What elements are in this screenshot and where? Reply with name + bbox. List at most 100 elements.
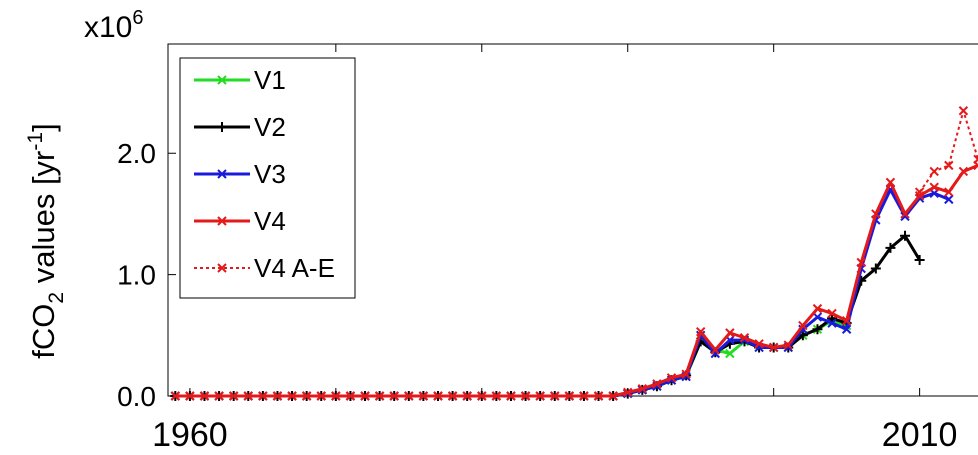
data-point — [871, 209, 881, 219]
data-point — [856, 257, 866, 268]
data-point — [287, 391, 297, 401]
data-point — [695, 326, 706, 337]
data-point — [214, 391, 224, 401]
data-point — [885, 242, 896, 253]
data-point — [272, 391, 283, 401]
data-point — [870, 263, 881, 274]
legend-item: V2 — [194, 112, 286, 142]
data-point — [243, 391, 253, 401]
data-point — [812, 312, 823, 322]
data-point — [477, 391, 487, 401]
data-point — [404, 391, 414, 401]
series-v4-a-e — [914, 106, 978, 197]
data-point — [170, 391, 181, 401]
data-point — [958, 166, 969, 177]
legend-label: V4 — [254, 206, 286, 236]
data-point — [944, 194, 954, 205]
y-multiplier: x106 — [84, 7, 144, 44]
legend-marker — [217, 263, 227, 273]
legend-marker — [217, 75, 227, 85]
data-point — [739, 333, 750, 343]
data-point — [637, 384, 648, 394]
data-point — [345, 391, 356, 401]
data-point — [914, 187, 925, 197]
data-point — [900, 209, 910, 219]
data-point — [973, 154, 978, 165]
data-point — [506, 391, 516, 401]
x-tick-label: 1960 — [152, 416, 228, 454]
series-v1 — [170, 316, 852, 401]
data-point — [389, 391, 399, 401]
data-point — [374, 391, 385, 401]
data-point — [914, 255, 925, 266]
data-point — [681, 369, 691, 379]
legend-box — [179, 57, 356, 299]
legend-item: V3 — [194, 159, 286, 189]
y-axis-label: fCO2 values [yr-1] — [24, 123, 68, 358]
data-point — [812, 303, 823, 314]
y-tick-label: 1.0 — [117, 260, 156, 291]
legend-label: V3 — [254, 159, 286, 189]
data-point — [433, 391, 443, 401]
data-point — [564, 391, 575, 401]
data-point — [958, 106, 969, 116]
data-point — [418, 391, 429, 401]
series-line — [918, 109, 978, 193]
legend-item: V4 — [194, 206, 286, 236]
data-point — [914, 191, 925, 201]
data-point — [768, 342, 779, 353]
legend-label: V1 — [254, 65, 286, 95]
legend-label: V2 — [254, 112, 286, 142]
data-point — [841, 316, 852, 326]
data-point — [331, 391, 341, 401]
data-point — [258, 391, 268, 401]
legend-marker — [217, 169, 227, 179]
data-point — [725, 328, 735, 338]
data-point — [783, 340, 793, 350]
data-point — [579, 391, 589, 401]
data-point — [550, 391, 560, 401]
data-point — [520, 391, 531, 401]
x-tick-labels: 1960 2010 — [152, 416, 957, 454]
legend: V1 V2 V3 V4 V4 A-E — [179, 57, 356, 299]
data-point — [710, 348, 721, 359]
legend-items: V1 V2 V3 V4 V4 A-E — [194, 65, 335, 283]
data-point — [900, 230, 911, 241]
data-point — [885, 177, 896, 188]
data-point — [623, 387, 633, 398]
y-tick-label: 2.0 — [117, 138, 156, 169]
data-point — [754, 339, 764, 349]
data-point — [447, 391, 458, 401]
data-point — [725, 348, 735, 359]
legend-marker — [217, 216, 227, 226]
data-point — [944, 160, 954, 171]
data-point — [462, 391, 472, 401]
data-point — [798, 324, 808, 334]
legend-marker — [217, 122, 227, 132]
data-point — [608, 391, 618, 401]
data-point — [316, 391, 326, 401]
data-point — [491, 391, 502, 401]
data-point — [593, 391, 604, 401]
series-line — [175, 319, 848, 398]
data-point — [827, 308, 837, 319]
plot-area — [167, 43, 978, 401]
data-point — [228, 391, 239, 401]
legend-item: V1 — [194, 65, 286, 95]
legend-label: V4 A-E — [254, 253, 335, 283]
data-point — [929, 166, 939, 177]
series-v4 — [170, 160, 978, 401]
data-point — [900, 211, 910, 222]
x-tick-label: 2010 — [882, 416, 958, 454]
y-tick-label: 0.0 — [117, 381, 156, 412]
data-point — [812, 324, 823, 335]
series-layer — [170, 106, 978, 401]
data-point — [199, 391, 210, 401]
data-point — [710, 345, 721, 355]
data-point — [301, 391, 312, 401]
legend-item: V4 A-E — [194, 253, 335, 283]
y-tick-labels: 0.0 1.0 2.0 — [117, 138, 156, 412]
data-point — [185, 391, 195, 401]
data-point — [666, 373, 677, 383]
